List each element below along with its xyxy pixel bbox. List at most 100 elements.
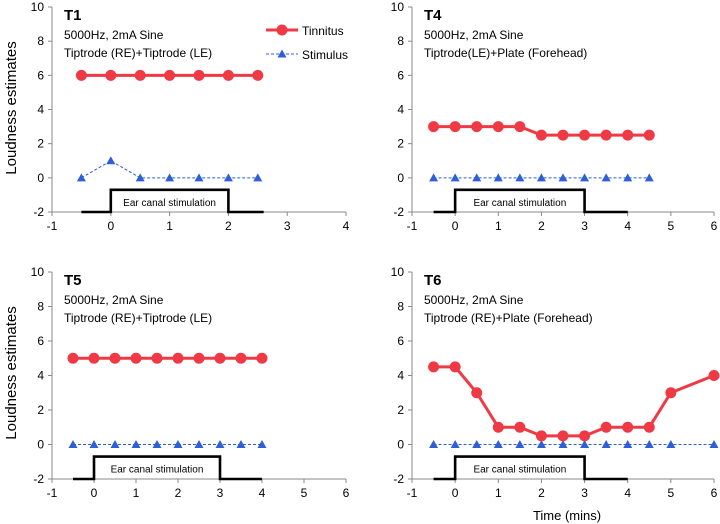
t6-y-tick-label: 10 <box>391 265 405 279</box>
t6-y-tick-label: 8 <box>397 300 404 314</box>
t4-y-tick-label: -2 <box>393 205 404 219</box>
t5-x-tick-label: 1 <box>133 486 140 500</box>
t5-stimulus-point <box>257 440 267 448</box>
t5-tinnitus-point <box>109 352 121 364</box>
t1-tinnitus-point <box>164 69 176 81</box>
t1-tinnitus-point <box>193 69 205 81</box>
t4-x-tick-label: 4 <box>624 219 631 233</box>
t6-x-tick-label: 0 <box>452 486 459 500</box>
t5-stimulus-point <box>194 440 204 448</box>
t4-stimulus-point <box>536 173 546 182</box>
legend-stimulus-marker <box>277 49 287 58</box>
t4-stimulus-point <box>601 173 611 182</box>
t4-y-tick-label: 2 <box>397 137 404 151</box>
t1-tinnitus-point <box>252 69 264 81</box>
t6-tinnitus-point <box>557 430 569 442</box>
t4-tinnitus-point <box>557 129 569 141</box>
t6-x-tick-label: 3 <box>581 486 588 500</box>
t6-stimulation-label: Ear canal stimulation <box>473 465 566 476</box>
t6-x-tick-label: 5 <box>668 486 675 500</box>
legend: Tinnitus Stimulus <box>266 24 348 62</box>
t5-stimulus-point <box>236 440 246 448</box>
t4-tinnitus-point <box>471 121 483 133</box>
t6-tinnitus-point <box>600 421 612 433</box>
t5-tinnitus-point <box>235 352 247 364</box>
t4-x-tick-label: 1 <box>495 219 502 233</box>
t4-tinnitus-point <box>535 129 547 141</box>
t6-y-tick-label: 0 <box>397 438 404 452</box>
t6-x-tick-label: 4 <box>624 486 631 500</box>
t1-annotation-line: Tiptrode (RE)+Tiptrode (LE) <box>64 46 212 60</box>
t6-stimulus-point <box>493 440 503 448</box>
panel-t4: -2 0 2 4 6 8 10 -1 0 1 2 3 4 5 6 T4 5000Hz, 2mA Sine Tipt… <box>391 0 718 233</box>
t6-tinnitus-point <box>622 421 634 433</box>
panel-t6: -2 0 2 4 6 8 10 -1 0 1 2 3 4 5 6 T6 5000Hz, 2mA Sine Tipt… <box>391 265 720 500</box>
t1-y-tick-label: 4 <box>37 103 44 117</box>
t5-y-tick-label: 0 <box>37 438 44 452</box>
t6-stimulus-point <box>580 440 590 448</box>
t6-stimulus-point <box>558 440 568 448</box>
t6-y-tick-label: 4 <box>397 369 404 383</box>
t4-y-tick-label: 0 <box>397 171 404 185</box>
t6-x-tick-label: 6 <box>711 486 718 500</box>
t6-y-tick-label: 6 <box>397 334 404 348</box>
t5-stimulus-point <box>68 440 78 448</box>
t6-stimulus-point <box>429 440 439 448</box>
t5-stimulus-point <box>215 440 225 448</box>
t5-stimulus-point <box>131 440 141 448</box>
t4-annotation-line: 5000Hz, 2mA Sine <box>424 28 524 42</box>
t5-tinnitus-point <box>193 352 205 364</box>
t5-stimulus-point <box>89 440 99 448</box>
t6-stimulus-point <box>601 440 611 448</box>
t6-tinnitus-point <box>535 430 547 442</box>
t6-y-tick-label: -2 <box>393 472 404 486</box>
t6-x-tick-label: 1 <box>495 486 502 500</box>
t4-stimulus-point <box>644 173 654 182</box>
t5-x-tick-label: 4 <box>259 486 266 500</box>
t6-tinnitus-point <box>665 387 677 399</box>
t6-tinnitus-line <box>433 365 715 438</box>
legend-stimulus-label: Stimulus <box>302 48 348 62</box>
t6-tinnitus-point <box>579 430 591 442</box>
t1-tinnitus-point <box>105 69 117 81</box>
t1-y-tick-label: -2 <box>33 205 44 219</box>
t1-y-tick-label: 6 <box>37 68 44 82</box>
t1-stimulus-point <box>106 156 116 165</box>
t1-tinnitus-point <box>134 69 146 81</box>
t4-y-tick-label: 4 <box>397 103 404 117</box>
t4-y-tick-label: 6 <box>397 68 404 82</box>
t4-tinnitus-point <box>600 129 612 141</box>
y-axis-label-bottom: Loudness estimates <box>3 306 20 439</box>
t6-x-tick-label: -1 <box>407 486 418 500</box>
t6-stimulus-point <box>536 440 546 448</box>
t5-stimulus-point <box>110 440 120 448</box>
t5-tinnitus-point <box>88 352 100 364</box>
t5-x-tick-label: 2 <box>175 486 182 500</box>
t5-stimulus-point <box>152 440 162 448</box>
t4-tinnitus-point <box>622 129 634 141</box>
t6-tinnitus-point <box>708 370 720 381</box>
t5-x-tick-label: 5 <box>301 486 308 500</box>
t1-stimulus-point <box>76 173 86 182</box>
t4-x-tick-label: 5 <box>668 219 675 233</box>
t6-title: T6 <box>424 272 442 289</box>
t5-x-tick-label: -1 <box>47 486 58 500</box>
t1-y-tick-label: 0 <box>37 171 44 185</box>
t5-tinnitus-point <box>130 352 142 364</box>
t5-y-tick-label: -2 <box>33 472 44 486</box>
t5-title: T5 <box>64 272 82 289</box>
t1-stimulus-point <box>165 173 175 182</box>
t4-stimulation-label: Ear canal stimulation <box>473 198 566 209</box>
t1-stimulus-point <box>223 173 233 182</box>
t4-x-tick-label: 0 <box>452 219 459 233</box>
t1-y-tick-label: 2 <box>37 137 44 151</box>
t5-tinnitus-point <box>172 352 184 364</box>
legend-tinnitus-marker <box>276 24 288 36</box>
t4-title: T4 <box>424 7 442 24</box>
t4-stimulus-point <box>623 173 633 182</box>
t6-stimulation-trace <box>433 455 628 481</box>
t1-title: T1 <box>64 7 82 24</box>
t4-tinnitus-point <box>428 121 440 133</box>
t5-x-tick-label: 3 <box>217 486 224 500</box>
t1-x-tick-label: -1 <box>47 219 58 233</box>
